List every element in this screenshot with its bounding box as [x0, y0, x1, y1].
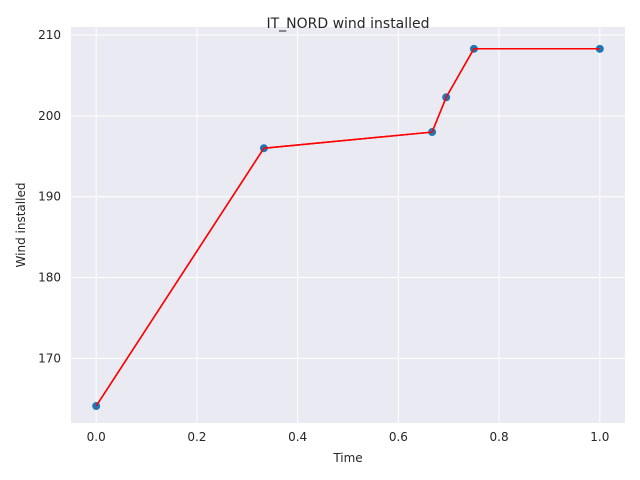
x-tick-label: 1.0: [590, 430, 609, 444]
y-tick-label: 210: [38, 28, 61, 42]
x-axis-label: Time: [332, 451, 362, 465]
y-tick-label: 200: [38, 109, 61, 123]
y-axis-label: Wind installed: [14, 183, 28, 268]
grid: [71, 27, 625, 423]
y-tick-label: 190: [38, 190, 61, 204]
data-point: [92, 402, 101, 411]
x-tick-label: 0.6: [389, 430, 408, 444]
series-layer: [92, 44, 604, 411]
data-point: [595, 44, 604, 53]
x-tick-label: 0.0: [87, 430, 106, 444]
plot-area: [71, 27, 625, 423]
x-tick-label: 0.2: [187, 430, 206, 444]
x-tick-label: 0.8: [490, 430, 509, 444]
chart-title: IT_NORD wind installed: [266, 16, 429, 32]
ticks: 0.0 0.2 0.4 0.6 0.8 1.0 170 180 190 200 210: [38, 28, 609, 444]
y-tick-label: 180: [38, 271, 61, 285]
series-line-overlay: [95, 48, 600, 407]
x-tick-label: 0.4: [288, 430, 307, 444]
y-tick-label: 170: [38, 351, 61, 365]
